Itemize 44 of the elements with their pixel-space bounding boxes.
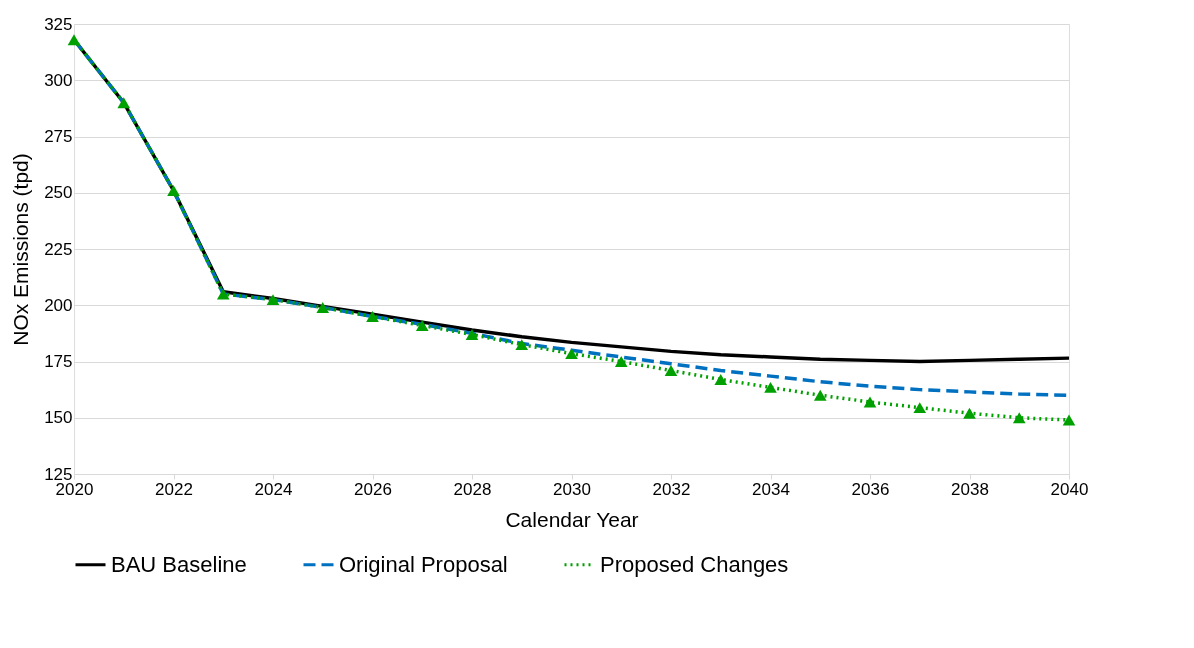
x-tick-label: 2036 xyxy=(851,479,890,499)
x-axis-title: Calendar Year xyxy=(505,507,639,531)
point xyxy=(515,339,529,351)
y-tick-label: 200 xyxy=(44,295,73,315)
point xyxy=(963,407,976,419)
legend-label: Proposed Changes xyxy=(600,551,789,577)
point xyxy=(913,402,927,414)
point xyxy=(863,396,877,408)
point xyxy=(67,34,81,46)
point xyxy=(316,302,330,313)
x-tick-label: 2022 xyxy=(155,479,193,499)
point xyxy=(813,389,827,401)
y-tick-label: 175 xyxy=(44,352,73,371)
y-axis-title: NOx Emissions (tpd) xyxy=(9,153,33,346)
point xyxy=(1062,414,1076,426)
legend-label: BAU Baseline xyxy=(111,551,247,577)
point xyxy=(614,356,628,367)
point xyxy=(266,294,280,306)
point xyxy=(565,348,578,360)
x-tick-label: 2024 xyxy=(254,479,293,499)
y-tick-label: 250 xyxy=(44,183,73,203)
x-tick-label: 2026 xyxy=(354,479,392,499)
point xyxy=(1012,412,1026,424)
x-tick-label: 2040 xyxy=(1050,479,1089,499)
y-tick-label: 325 xyxy=(44,14,73,34)
point xyxy=(167,185,180,196)
point xyxy=(117,97,131,109)
point xyxy=(714,374,728,385)
y-tick-label: 150 xyxy=(44,408,73,428)
x-tick-label: 2032 xyxy=(652,479,691,499)
x-tick-label: 2028 xyxy=(453,479,492,499)
x-tick-label: 2030 xyxy=(553,479,591,499)
point xyxy=(216,288,230,300)
point xyxy=(366,311,379,322)
x-tick-label: 2034 xyxy=(752,479,790,499)
y-tick-label: 300 xyxy=(44,70,73,90)
y-tick-label: 225 xyxy=(44,239,73,259)
point xyxy=(465,329,479,340)
x-tick-label: 2038 xyxy=(951,479,989,499)
y-tick-label: 275 xyxy=(44,127,73,146)
point xyxy=(664,365,678,376)
legend-label: Original Proposal xyxy=(339,551,508,577)
point xyxy=(764,381,777,393)
point xyxy=(415,320,429,331)
